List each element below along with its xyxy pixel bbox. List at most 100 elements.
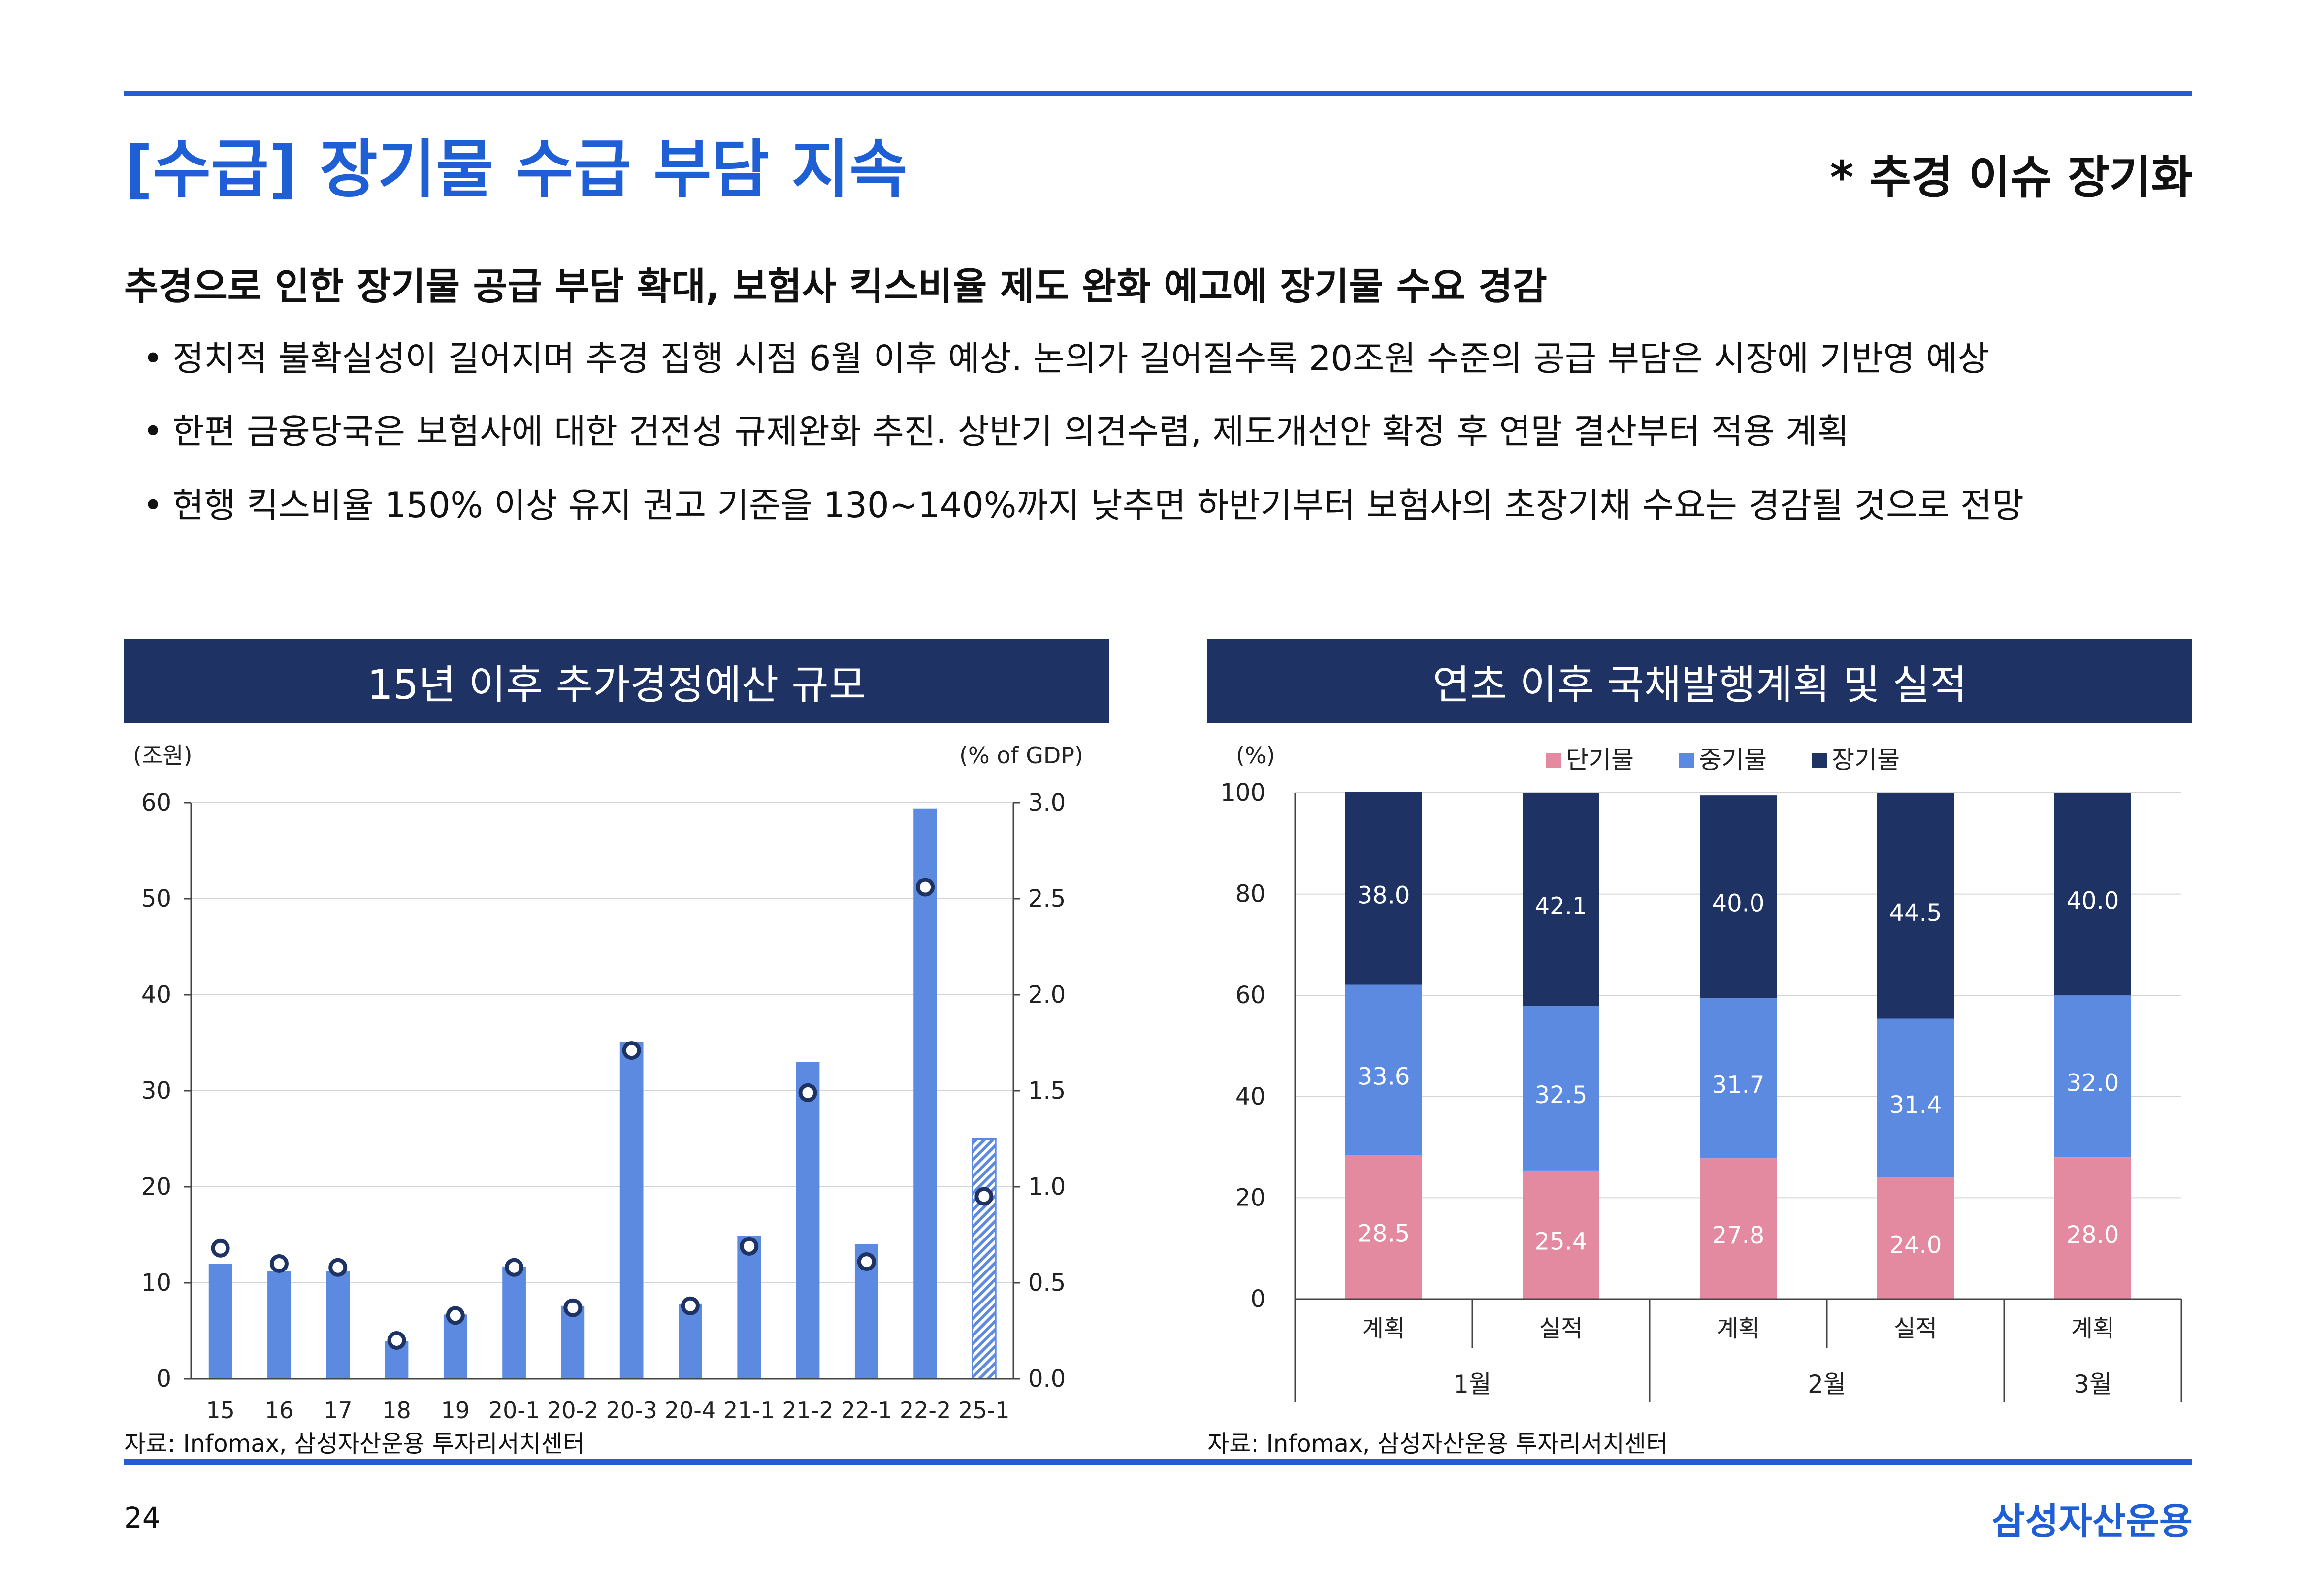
x-tick-label: 18 [382,1397,411,1423]
x-tick-label: 20-2 [547,1397,598,1423]
bar [972,1138,997,1380]
y-tick-label: 10 [141,1269,171,1297]
x-tick-label: 실적 [1894,1315,1937,1342]
left-chart-header: 15년 이후 추가경정예산 규모 [124,639,1109,723]
right-chart-header: 연초 이후 국채발행계획 및 실적 [1207,639,2192,723]
stacked-segment [1345,984,1422,1155]
y-tick-label: 80 [1235,880,1266,908]
x-tick-label: 21-1 [723,1397,775,1423]
gdp-ratio-marker [857,1252,876,1271]
gdp-ratio-marker [916,878,935,897]
y2-tick-label: 2.5 [1028,885,1066,912]
y-axis-label: (%) [1236,742,1275,769]
gdp-ratio-marker [269,1254,289,1273]
stacked-segment [1700,1158,1777,1299]
x-tick-label: 16 [265,1397,294,1423]
bullet-symbol: • [143,411,163,452]
y2-tick-label: 0.5 [1028,1269,1066,1297]
y-tick-label: 0 [156,1365,171,1393]
bond-issuance-chart: (%) 단기물 중기물 장기물 0 20 40 60 80 100 28.5 33.6 38.0 계획 25… [1220,742,2182,1402]
y2-tick-label: 1.0 [1028,1173,1066,1201]
bar [679,1303,702,1379]
bullet-symbol: • [143,338,163,379]
data-label: 28.0 [2067,1221,2119,1249]
stacked-segment [1877,1177,1954,1299]
bullet-item: • 정치적 불확실성이 길어지며 추경 집행 시점 6월 이후 예상. 논의가 길… [143,331,1989,381]
gdp-ratio-marker [681,1296,700,1315]
page-title: [수급] 장기물 수급 부담 지속 [124,133,908,206]
y2-tick-label: 0.0 [1028,1365,1066,1393]
stacked-segment [1523,793,1599,1006]
stacked-segment [2054,1157,2131,1299]
bar [326,1271,350,1379]
data-label: 40.0 [1712,890,1765,917]
group-label: 2월 [1808,1370,1846,1399]
data-label: 44.5 [1889,899,1942,927]
bullet-item: • 현행 킥스비율 150% 이상 유지 권고 기준을 130~140%까지 낮추… [143,478,2024,527]
gdp-ratio-marker [505,1258,524,1277]
legend-swatch [1812,753,1827,768]
y-tick-label: 20 [1235,1184,1266,1211]
bar [913,808,937,1379]
y-tick-label: 60 [1235,981,1266,1009]
data-label: 40.0 [2067,887,2119,915]
stacked-segment [2054,995,2131,1158]
y-tick-label: 100 [1220,779,1266,807]
bullet-symbol: • [143,485,163,525]
bar [796,1062,820,1379]
stacked-segment [1877,793,1954,1019]
x-tick-label: 20-3 [606,1397,657,1423]
y-tick-label: 30 [141,1077,171,1105]
bullet-text: 현행 킥스비율 150% 이상 유지 권고 기준을 130~140%까지 낮추면… [172,485,2024,525]
data-label: 27.8 [1712,1222,1765,1249]
side-note: * 추경 이슈 장기화 [1830,151,2193,204]
gdp-ratio-marker [446,1306,465,1325]
bullet-item: • 한편 금융당국은 보험사에 대한 건전성 규제완화 추진. 상반기 의견수렴,… [143,404,1849,454]
stacked-segment [1345,1155,1422,1299]
data-label: 38.0 [1358,881,1410,909]
stacked-segment [1523,1006,1599,1171]
stacked-segment [2054,793,2131,996]
x-tick-label: 17 [324,1397,353,1423]
y-tick-label: 40 [141,981,171,1009]
x-tick-label: 22-1 [841,1397,892,1423]
y-tick-label: 50 [141,885,171,912]
data-label: 24.0 [1889,1232,1942,1259]
legend-swatch [1546,753,1561,768]
bar [502,1266,526,1379]
x-tick-label: 계획 [2071,1315,2114,1342]
legend-label: 장기물 [1832,746,1900,774]
y-tick-label: 40 [1235,1083,1266,1110]
stacked-segment [1700,998,1777,1159]
bar [267,1271,291,1379]
company-logo: 삼성자산운용 [1991,1500,2193,1543]
gdp-ratio-marker [798,1083,817,1102]
data-label: 42.1 [1535,892,1588,920]
group-label: 3월 [2074,1370,2112,1399]
bar [208,1264,232,1379]
y-tick-label: 20 [141,1173,171,1201]
x-tick-label: 22-2 [900,1397,951,1423]
bar [561,1305,585,1379]
data-label: 31.7 [1712,1071,1765,1099]
right-chart-source: 자료: Infomax, 삼성자산운용 투자리서치센터 [1207,1430,1668,1458]
gdp-ratio-marker [974,1187,994,1206]
bar [619,1042,644,1379]
y2-tick-label: 2.0 [1028,981,1066,1009]
legend-label: 중기물 [1699,746,1767,774]
headline: 추경으로 인한 장기물 공급 부담 확대, 보험사 킥스비율 제도 완화 예고에… [124,264,1547,308]
top-rule [124,91,2192,96]
x-tick-label: 15 [206,1397,235,1423]
bullet-text: 정치적 불확실성이 길어지며 추경 집행 시점 6월 이후 예상. 논의가 길어… [172,338,1989,379]
supplementary-budget-chart: (조원) (% of GDP) 0 10 20 30 40 50 60 0.0 0.5 1.0 1.5 2… [133,742,1083,1423]
gdp-ratio-marker [563,1298,583,1317]
gdp-ratio-marker [328,1258,348,1277]
stacked-segment [1345,792,1422,985]
gdp-ratio-marker [740,1237,759,1256]
bottom-rule [124,1459,2192,1465]
x-tick-label: 20-4 [665,1397,716,1423]
x-tick-label: 25-1 [958,1397,1009,1423]
page-number: 24 [124,1501,161,1534]
data-label: 33.6 [1358,1063,1410,1090]
y2-axis-label: (% of GDP) [959,742,1083,769]
